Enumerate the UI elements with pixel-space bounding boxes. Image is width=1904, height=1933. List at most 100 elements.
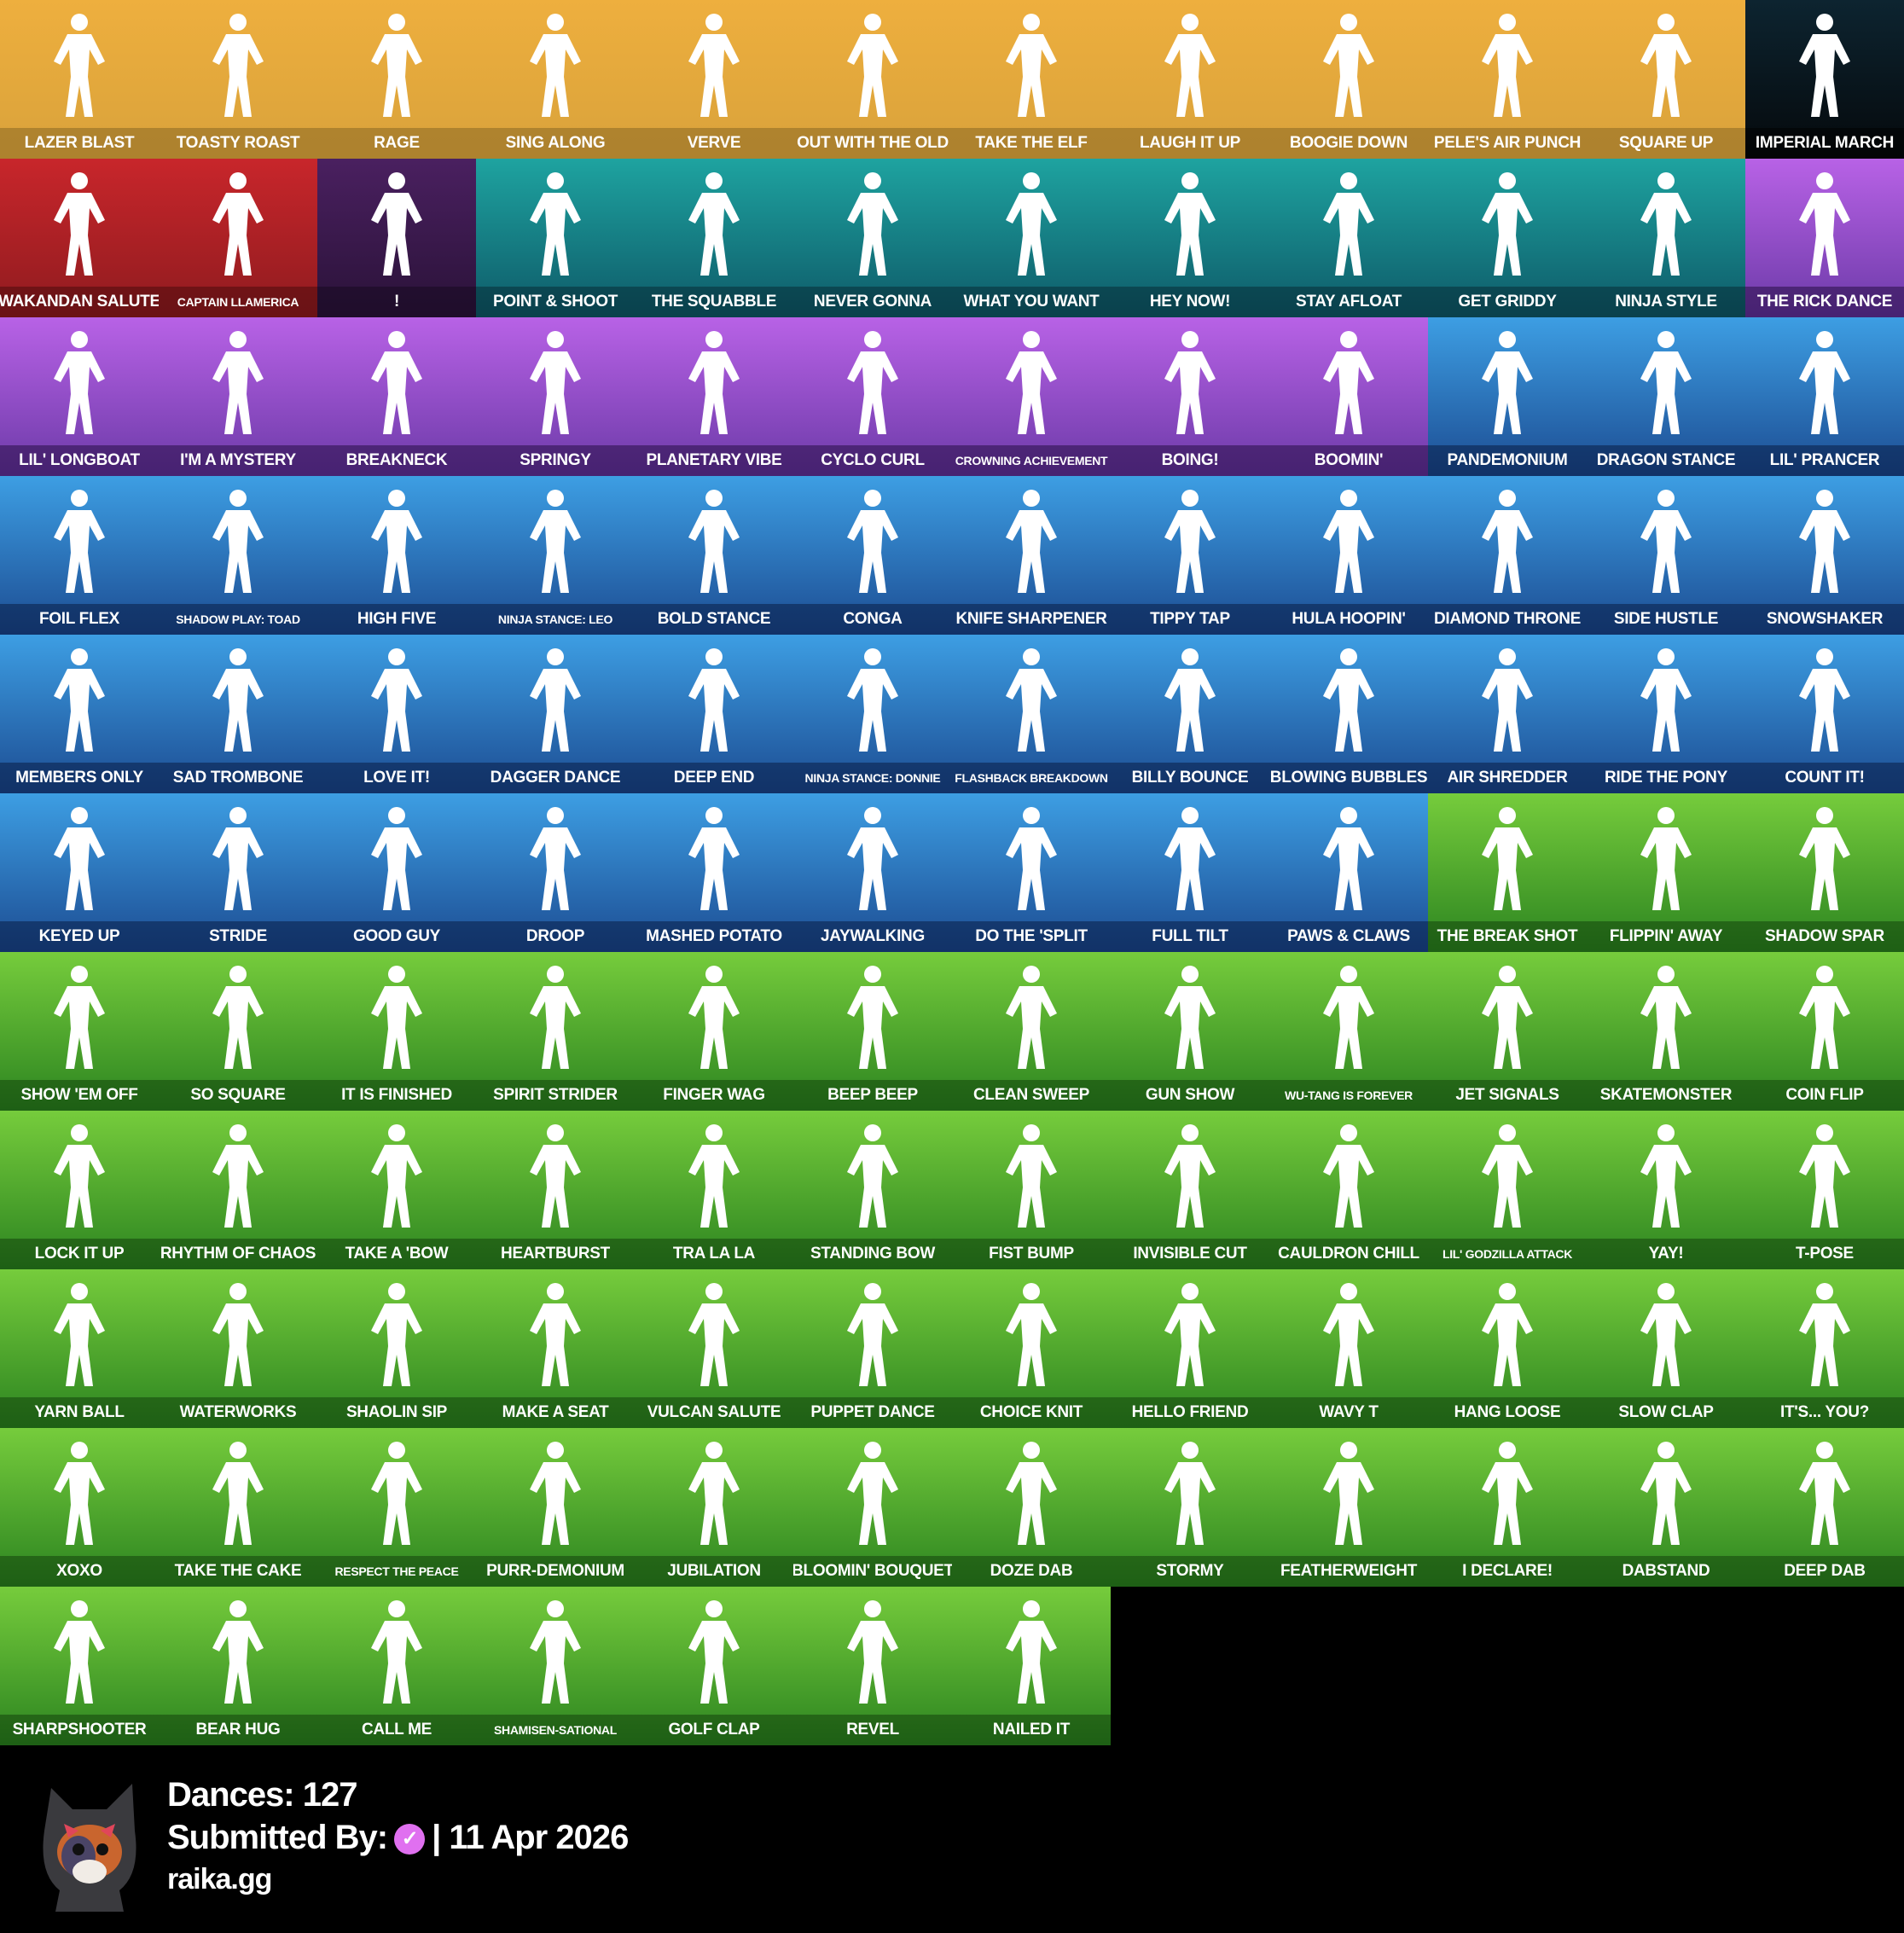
emote-tile[interactable]: PELE'S AIR PUNCH xyxy=(1428,0,1587,159)
emote-tile[interactable]: SPRINGY xyxy=(476,317,635,476)
emote-tile[interactable]: CONGA xyxy=(793,476,952,635)
emote-tile[interactable]: HEARTBURST xyxy=(476,1111,635,1269)
emote-tile[interactable]: RHYTHM OF CHAOS xyxy=(159,1111,317,1269)
emote-tile[interactable]: SNOWSHAKER xyxy=(1745,476,1904,635)
emote-tile[interactable]: FIST BUMP xyxy=(952,1111,1111,1269)
emote-tile[interactable]: YARN BALL xyxy=(0,1269,159,1428)
emote-tile[interactable]: COIN FLIP xyxy=(1745,952,1904,1111)
emote-tile[interactable]: STORMY xyxy=(1111,1428,1269,1587)
emote-tile[interactable]: SING ALONG xyxy=(476,0,635,159)
emote-tile[interactable]: BLOOMIN' BOUQUET xyxy=(793,1428,952,1587)
emote-tile[interactable]: NINJA STANCE: LEO xyxy=(476,476,635,635)
emote-tile[interactable]: IMPERIAL MARCH xyxy=(1745,0,1904,159)
emote-tile[interactable]: DOZE DAB xyxy=(952,1428,1111,1587)
emote-tile[interactable]: FEATHERWEIGHT xyxy=(1269,1428,1428,1587)
emote-tile[interactable]: FINGER WAG xyxy=(635,952,793,1111)
emote-tile[interactable]: MAKE A SEAT xyxy=(476,1269,635,1428)
emote-tile[interactable]: CYCLO CURL xyxy=(793,317,952,476)
emote-tile[interactable]: BEAR HUG xyxy=(159,1587,317,1745)
emote-tile[interactable]: DIAMOND THRONE xyxy=(1428,476,1587,635)
emote-tile[interactable]: BILLY BOUNCE xyxy=(1111,635,1269,793)
emote-tile[interactable]: LIL' GODZILLA ATTACK xyxy=(1428,1111,1587,1269)
emote-tile[interactable]: BOLD STANCE xyxy=(635,476,793,635)
emote-tile[interactable]: PANDEMONIUM xyxy=(1428,317,1587,476)
emote-tile[interactable]: BREAKNECK xyxy=(317,317,476,476)
emote-tile[interactable]: SO SQUARE xyxy=(159,952,317,1111)
emote-tile[interactable]: THE SQUABBLE xyxy=(635,159,793,317)
emote-tile[interactable]: SHOW 'EM OFF xyxy=(0,952,159,1111)
emote-tile[interactable]: NINJA STYLE xyxy=(1587,159,1745,317)
emote-tile[interactable]: WHAT YOU WANT xyxy=(952,159,1111,317)
emote-tile[interactable]: DAGGER DANCE xyxy=(476,635,635,793)
emote-tile[interactable]: LIL' PRANCER xyxy=(1745,317,1904,476)
emote-tile[interactable]: NINJA STANCE: DONNIE xyxy=(793,635,952,793)
emote-tile[interactable]: ! xyxy=(317,159,476,317)
emote-tile[interactable]: HANG LOOSE xyxy=(1428,1269,1587,1428)
emote-tile[interactable]: SAD TROMBONE xyxy=(159,635,317,793)
emote-tile[interactable]: DRAGON STANCE xyxy=(1587,317,1745,476)
emote-tile[interactable]: FLASHBACK BREAKDOWN xyxy=(952,635,1111,793)
emote-tile[interactable]: RAGE xyxy=(317,0,476,159)
emote-tile[interactable]: BEEP BEEP xyxy=(793,952,952,1111)
emote-tile[interactable]: PUPPET DANCE xyxy=(793,1269,952,1428)
emote-tile[interactable]: AIR SHREDDER xyxy=(1428,635,1587,793)
emote-tile[interactable]: YAY! xyxy=(1587,1111,1745,1269)
emote-tile[interactable]: SPIRIT STRIDER xyxy=(476,952,635,1111)
emote-tile[interactable]: LAZER BLAST xyxy=(0,0,159,159)
emote-tile[interactable]: SKATEMONSTER xyxy=(1587,952,1745,1111)
emote-tile[interactable]: SQUARE UP xyxy=(1587,0,1745,159)
emote-tile[interactable]: FOIL FLEX xyxy=(0,476,159,635)
emote-tile[interactable]: HIGH FIVE xyxy=(317,476,476,635)
emote-tile[interactable]: HULA HOOPIN' xyxy=(1269,476,1428,635)
emote-tile[interactable]: CAULDRON CHILL xyxy=(1269,1111,1428,1269)
emote-tile[interactable]: STAY AFLOAT xyxy=(1269,159,1428,317)
emote-tile[interactable]: FLIPPIN' AWAY xyxy=(1587,793,1745,952)
emote-tile[interactable]: STRIDE xyxy=(159,793,317,952)
emote-tile[interactable]: DROOP xyxy=(476,793,635,952)
emote-tile[interactable]: STANDING BOW xyxy=(793,1111,952,1269)
emote-tile[interactable]: CLEAN SWEEP xyxy=(952,952,1111,1111)
emote-tile[interactable]: PAWS & CLAWS xyxy=(1269,793,1428,952)
emote-tile[interactable]: WAVY T xyxy=(1269,1269,1428,1428)
emote-tile[interactable]: POINT & SHOOT xyxy=(476,159,635,317)
emote-tile[interactable]: CROWNING ACHIEVEMENT xyxy=(952,317,1111,476)
emote-tile[interactable]: BOING! xyxy=(1111,317,1269,476)
emote-tile[interactable]: JET SIGNALS xyxy=(1428,952,1587,1111)
emote-tile[interactable]: BOOGIE DOWN xyxy=(1269,0,1428,159)
emote-tile[interactable]: XOXO xyxy=(0,1428,159,1587)
emote-tile[interactable]: SHADOW SPAR xyxy=(1745,793,1904,952)
emote-tile[interactable]: DABSTAND xyxy=(1587,1428,1745,1587)
emote-tile[interactable]: PLANETARY VIBE xyxy=(635,317,793,476)
emote-tile[interactable]: IT IS FINISHED xyxy=(317,952,476,1111)
emote-tile[interactable]: CALL ME xyxy=(317,1587,476,1745)
emote-tile[interactable]: DO THE 'SPLIT xyxy=(952,793,1111,952)
emote-tile[interactable]: LAUGH IT UP xyxy=(1111,0,1269,159)
emote-tile[interactable]: TAKE A 'BOW xyxy=(317,1111,476,1269)
emote-tile[interactable]: NAILED IT xyxy=(952,1587,1111,1745)
emote-tile[interactable]: IT'S... YOU? xyxy=(1745,1269,1904,1428)
emote-tile[interactable]: MASHED POTATO xyxy=(635,793,793,952)
emote-tile[interactable]: LIL' LONGBOAT xyxy=(0,317,159,476)
emote-tile[interactable]: FULL TILT xyxy=(1111,793,1269,952)
emote-tile[interactable]: WATERWORKS xyxy=(159,1269,317,1428)
emote-tile[interactable]: SHADOW PLAY: TOAD xyxy=(159,476,317,635)
emote-tile[interactable]: I'M A MYSTERY xyxy=(159,317,317,476)
emote-tile[interactable]: LOVE IT! xyxy=(317,635,476,793)
emote-tile[interactable]: TOASTY ROAST xyxy=(159,0,317,159)
emote-tile[interactable]: SIDE HUSTLE xyxy=(1587,476,1745,635)
emote-tile[interactable]: THE RICK DANCE xyxy=(1745,159,1904,317)
emote-tile[interactable]: DEEP END xyxy=(635,635,793,793)
emote-tile[interactable]: KNIFE SHARPENER xyxy=(952,476,1111,635)
emote-tile[interactable]: GET GRIDDY xyxy=(1428,159,1587,317)
emote-tile[interactable]: TRA LA LA xyxy=(635,1111,793,1269)
emote-tile[interactable]: TAKE THE ELF xyxy=(952,0,1111,159)
emote-tile[interactable]: HEY NOW! xyxy=(1111,159,1269,317)
emote-tile[interactable]: WAKANDAN SALUTE xyxy=(0,159,159,317)
emote-tile[interactable]: MEMBERS ONLY xyxy=(0,635,159,793)
emote-tile[interactable]: JUBILATION xyxy=(635,1428,793,1587)
emote-tile[interactable]: TIPPY TAP xyxy=(1111,476,1269,635)
emote-tile[interactable]: DEEP DAB xyxy=(1745,1428,1904,1587)
emote-tile[interactable]: RIDE THE PONY xyxy=(1587,635,1745,793)
emote-tile[interactable]: REVEL xyxy=(793,1587,952,1745)
emote-tile[interactable]: GUN SHOW xyxy=(1111,952,1269,1111)
